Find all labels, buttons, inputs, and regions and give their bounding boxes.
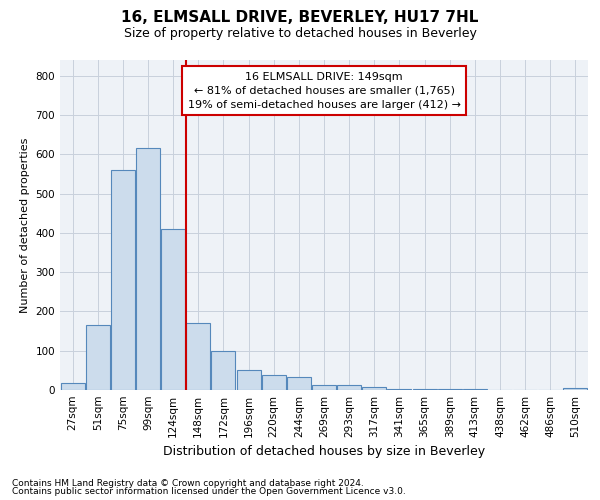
- Bar: [287, 377, 311, 390]
- Y-axis label: Number of detached properties: Number of detached properties: [20, 138, 30, 312]
- Bar: [463, 389, 487, 390]
- Text: 16 ELMSALL DRIVE: 149sqm
← 81% of detached houses are smaller (1,765)
19% of sem: 16 ELMSALL DRIVE: 149sqm ← 81% of detach…: [187, 72, 461, 110]
- Text: Contains HM Land Registry data © Crown copyright and database right 2024.: Contains HM Land Registry data © Crown c…: [12, 478, 364, 488]
- Bar: [563, 388, 587, 390]
- Bar: [337, 386, 361, 390]
- Bar: [211, 350, 235, 390]
- Bar: [136, 148, 160, 390]
- Bar: [111, 170, 135, 390]
- Bar: [362, 387, 386, 390]
- Bar: [236, 370, 260, 390]
- Bar: [161, 229, 185, 390]
- Bar: [388, 389, 412, 390]
- Text: Size of property relative to detached houses in Beverley: Size of property relative to detached ho…: [124, 28, 476, 40]
- X-axis label: Distribution of detached houses by size in Beverley: Distribution of detached houses by size …: [163, 446, 485, 458]
- Bar: [86, 325, 110, 390]
- Bar: [61, 383, 85, 390]
- Bar: [312, 386, 336, 390]
- Text: Contains public sector information licensed under the Open Government Licence v3: Contains public sector information licen…: [12, 487, 406, 496]
- Text: 16, ELMSALL DRIVE, BEVERLEY, HU17 7HL: 16, ELMSALL DRIVE, BEVERLEY, HU17 7HL: [121, 10, 479, 25]
- Bar: [187, 323, 210, 390]
- Bar: [413, 389, 437, 390]
- Bar: [438, 389, 461, 390]
- Bar: [262, 375, 286, 390]
